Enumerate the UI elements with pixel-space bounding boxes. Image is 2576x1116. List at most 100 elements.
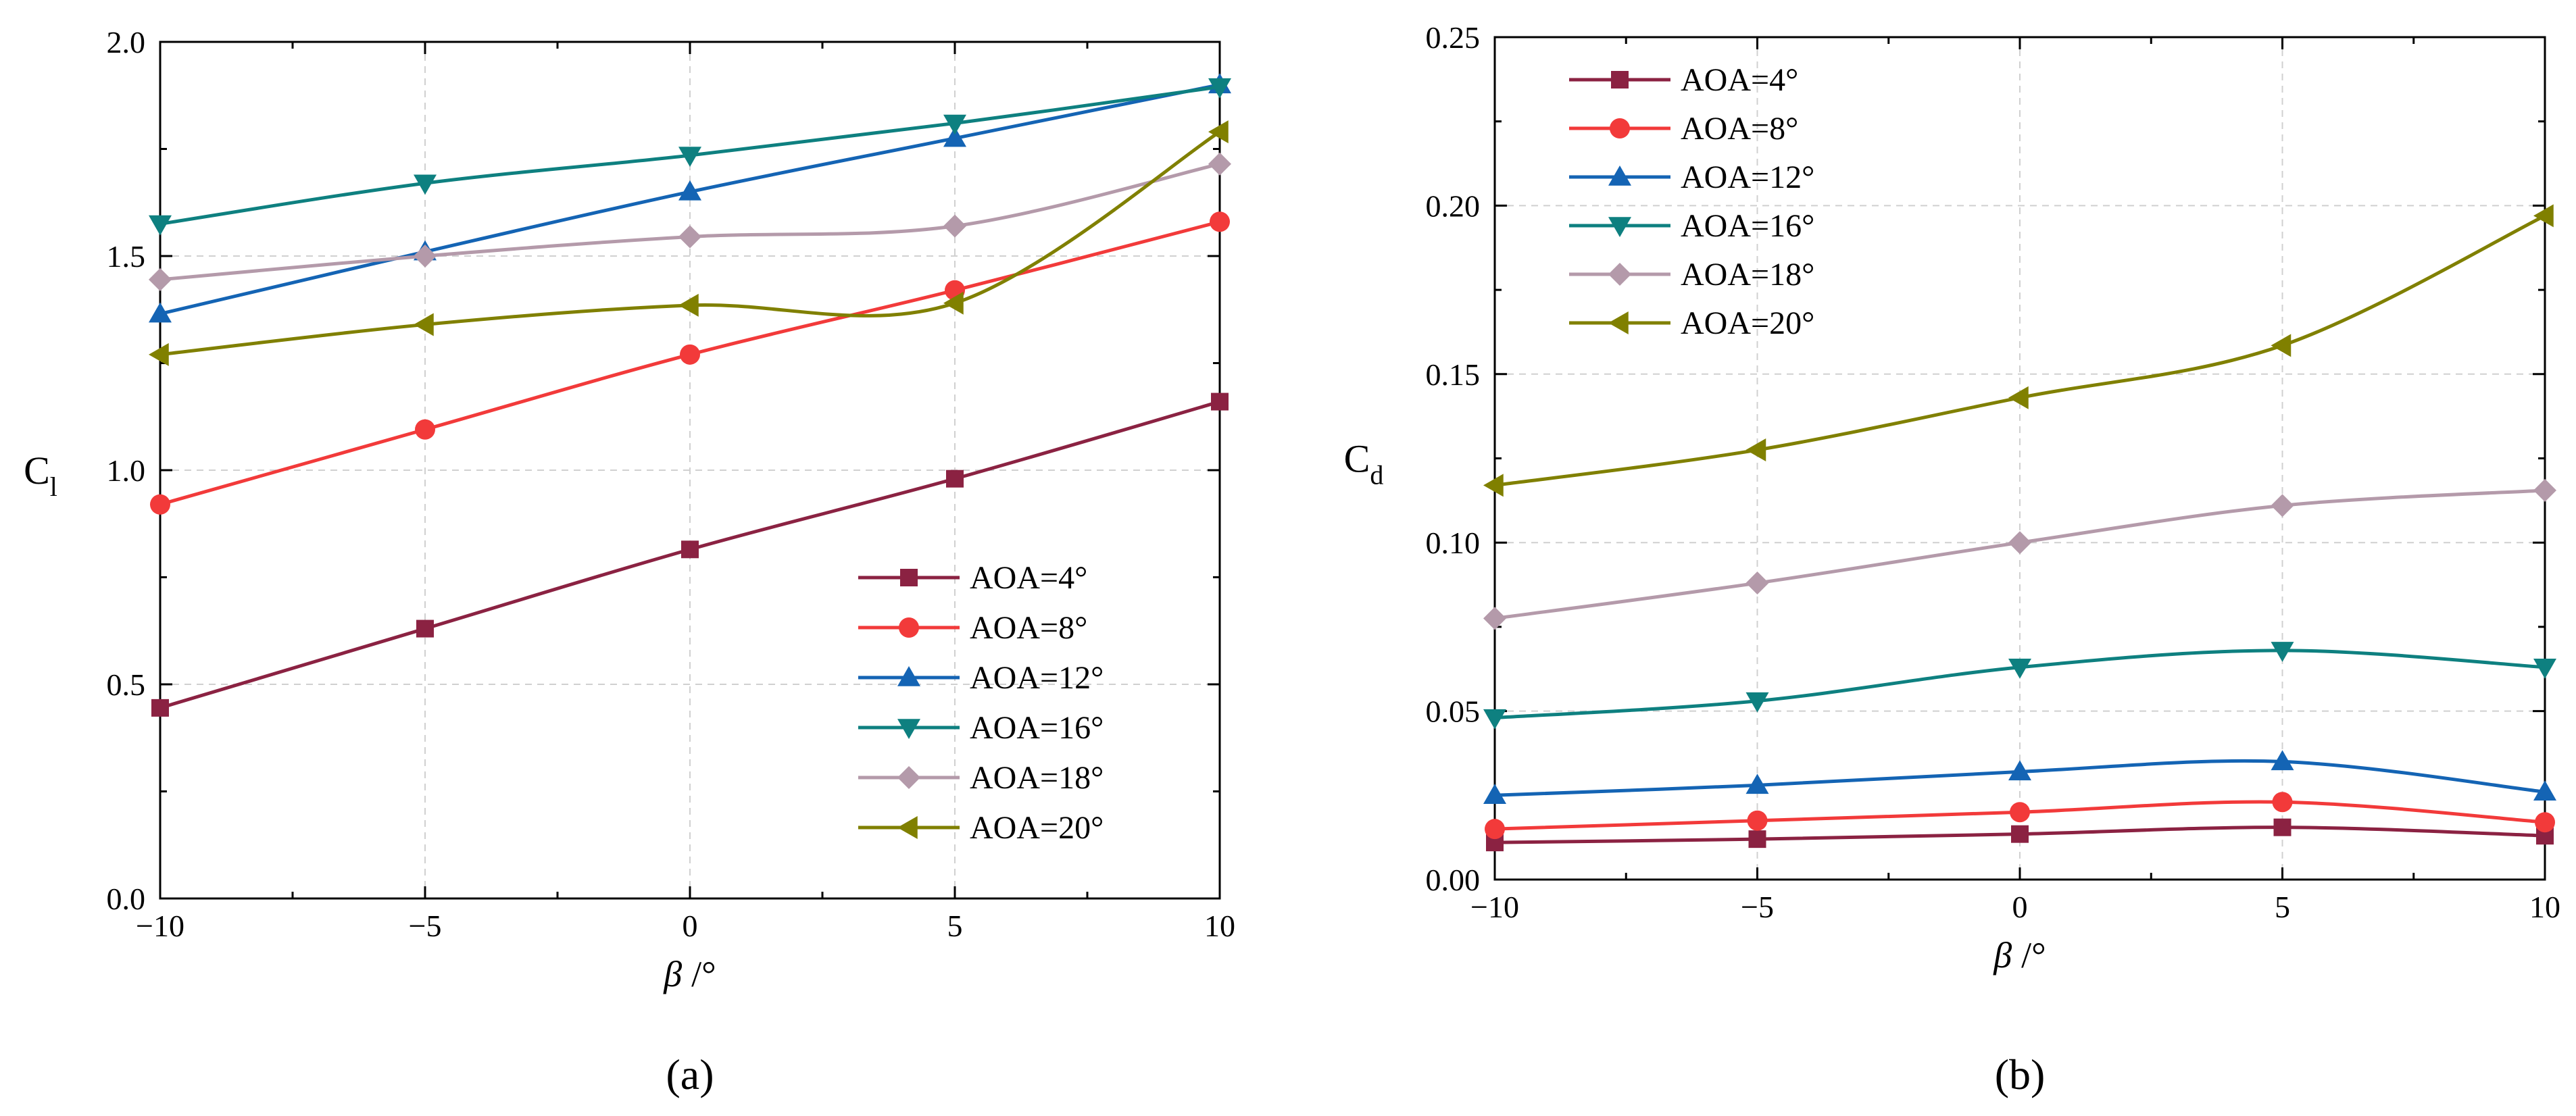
- legend-item: AOA=12°: [1569, 159, 1814, 195]
- y-tick-label: 0.20: [1426, 188, 1481, 223]
- data-point: [2533, 204, 2554, 228]
- data-point: [149, 302, 172, 323]
- legend-item: AOA=18°: [1569, 257, 1814, 293]
- x-axis-symbol: β: [1993, 935, 2012, 975]
- panel-label: (a): [666, 1050, 714, 1098]
- y-axis-label: Cl: [24, 449, 57, 502]
- x-tick-label: 0: [2012, 890, 2028, 924]
- legend-label: AOA=8°: [970, 610, 1087, 646]
- series-aoa-12-: [149, 73, 1231, 323]
- data-point: [1748, 830, 1766, 848]
- data-point: [2008, 531, 2031, 555]
- ticks: [1493, 36, 2546, 881]
- legend: AOA=4° AOA=8° AOA=12° AOA=16° AOA=18° AOA=20°: [858, 560, 1104, 846]
- legend-swatch-marker: [897, 719, 920, 739]
- legend-item: AOA=8°: [1569, 111, 1798, 147]
- series-aoa-8-: [150, 211, 1230, 515]
- legend: AOA=4° AOA=8° AOA=12° AOA=16° AOA=18° AOA=20°: [1569, 62, 1814, 341]
- data-point: [1483, 474, 1504, 497]
- x-axis-label: β/°: [663, 954, 716, 994]
- data-point: [1211, 392, 1229, 411]
- data-point: [2008, 386, 2029, 409]
- x-tick-label: 5: [2275, 890, 2290, 924]
- data-point: [681, 540, 699, 559]
- data-point: [150, 494, 170, 515]
- data-point: [414, 245, 437, 268]
- legend-swatch-marker: [1611, 71, 1629, 88]
- data-point: [149, 343, 169, 366]
- y-axis-label-main: C: [24, 449, 50, 492]
- legend-item: AOA=16°: [1569, 208, 1814, 244]
- legend-swatch-marker: [897, 666, 920, 686]
- y-tick-label: 0.05: [1426, 694, 1481, 729]
- data-point: [1208, 120, 1229, 144]
- data-point: [1208, 78, 1231, 99]
- series-aoa-12-: [1483, 750, 2556, 805]
- data-point: [2533, 478, 2556, 502]
- data-point: [151, 699, 169, 717]
- data-point: [678, 180, 701, 201]
- data-point: [943, 114, 966, 135]
- y-tick-label: 1.5: [107, 239, 146, 274]
- data-point: [1485, 819, 1505, 840]
- legend-item: AOA=8°: [858, 610, 1087, 646]
- legend-label: AOA=18°: [1681, 257, 1814, 293]
- data-point: [943, 214, 966, 238]
- legend-label: AOA=12°: [970, 660, 1104, 696]
- legend-label: AOA=20°: [1681, 305, 1814, 341]
- data-point: [1208, 152, 1231, 176]
- data-point: [1745, 692, 1769, 713]
- legend-item: AOA=4°: [1569, 62, 1798, 98]
- legend-item: AOA=4°: [858, 560, 1087, 596]
- legend-swatch-marker: [1608, 217, 1631, 237]
- y-tick-label: 0.5: [107, 667, 146, 702]
- data-point: [1483, 784, 1506, 805]
- x-axis-unit: /°: [2021, 935, 2046, 975]
- series-aoa-20-: [1483, 204, 2554, 497]
- series-aoa-4-: [151, 392, 1229, 717]
- y-tick-label: 0.0: [107, 882, 146, 916]
- data-point: [2533, 780, 2556, 801]
- data-point: [415, 419, 435, 440]
- legend-label: AOA=16°: [970, 710, 1104, 746]
- gridlines: [1495, 37, 2545, 880]
- data-point: [2273, 818, 2292, 836]
- data-point: [678, 147, 701, 168]
- data-point: [2010, 802, 2030, 823]
- series-group: [149, 73, 1231, 717]
- x-tick-label: −10: [1470, 890, 1519, 924]
- data-point: [1745, 773, 1769, 794]
- data-point: [149, 215, 172, 236]
- x-tick-label: −5: [409, 909, 442, 943]
- y-tick-label: 0.00: [1426, 863, 1481, 897]
- x-tick-label: −5: [1741, 890, 1774, 924]
- x-tick-label: −10: [136, 909, 184, 943]
- legend-item: AOA=20°: [1569, 305, 1814, 341]
- legend-item: AOA=16°: [858, 710, 1104, 746]
- data-point: [943, 126, 966, 147]
- x-tick-label: 10: [2529, 890, 2560, 924]
- data-point: [1745, 572, 1769, 595]
- x-tick-label: 5: [947, 909, 963, 943]
- panel-label: (b): [1995, 1050, 2046, 1098]
- legend-label: AOA=20°: [970, 810, 1104, 846]
- data-point: [2011, 825, 2029, 843]
- legend-swatch-marker: [1608, 263, 1631, 286]
- y-tick-label: 1.0: [107, 453, 146, 488]
- data-point: [2271, 750, 2294, 771]
- series-aoa-8-: [1485, 792, 2555, 840]
- series-aoa-18-: [149, 152, 1231, 291]
- ticks: [159, 41, 1221, 900]
- legend-swatch-marker: [900, 569, 918, 586]
- data-point: [2271, 494, 2294, 517]
- legend-label: AOA=4°: [970, 560, 1087, 596]
- data-point: [1747, 810, 1768, 831]
- x-tick-label: 0: [683, 909, 698, 943]
- data-point: [414, 174, 437, 195]
- data-point: [2535, 812, 2555, 833]
- legend-swatch-marker: [1608, 166, 1631, 186]
- panel-a-lift-chart: −10 −5 0 5 10 0.0 0.5 1.0 1.5 2.0 β/° Cl AOA=4° AOA=8…: [24, 25, 1235, 1098]
- data-point: [2272, 792, 2293, 813]
- data-point: [1483, 709, 1506, 730]
